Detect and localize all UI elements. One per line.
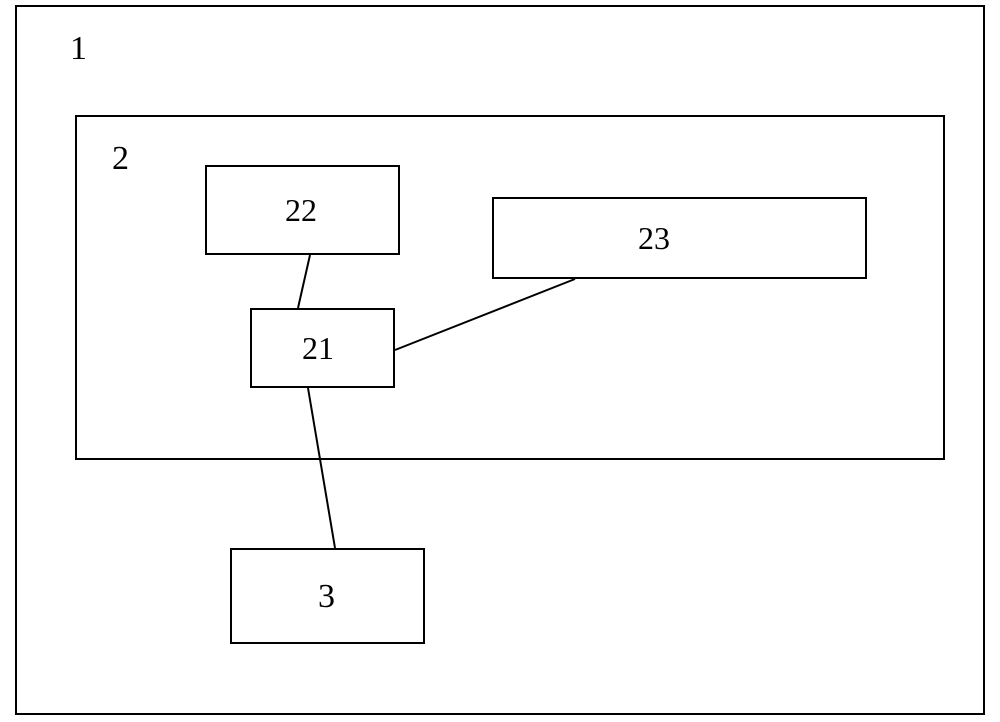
label-23: 23: [638, 220, 670, 257]
label-3: 3: [318, 578, 335, 616]
diagram-canvas: 1 2 22 23 21 3: [0, 0, 1000, 722]
node-23: [492, 197, 867, 279]
label-22: 22: [285, 192, 317, 229]
label-2: 2: [112, 140, 129, 178]
label-1: 1: [70, 30, 87, 68]
label-21: 21: [302, 330, 334, 367]
